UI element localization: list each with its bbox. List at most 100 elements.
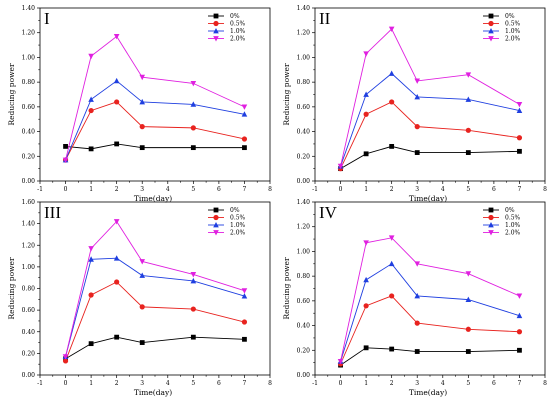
- data-point: [388, 26, 395, 33]
- data-point: [88, 292, 94, 298]
- data-point: [139, 74, 146, 81]
- data-point: [465, 326, 471, 332]
- data-point: [139, 304, 145, 310]
- data-point: [363, 111, 369, 117]
- data-point: [190, 145, 196, 151]
- x-tick-label: 7: [243, 380, 247, 387]
- data-point: [241, 288, 248, 294]
- data-point: [388, 260, 395, 267]
- data-point: [62, 354, 69, 360]
- y-tick-label: 0.40: [22, 129, 36, 136]
- data-point: [88, 53, 94, 60]
- data-point: [389, 293, 395, 299]
- data-point: [389, 346, 395, 352]
- legend-entry: 0.5%: [505, 215, 521, 222]
- x-tick-label: 6: [217, 186, 221, 193]
- data-point: [88, 246, 94, 252]
- chart-panel-3: -1 0 1 2 3 4 5 6 7 8 0.00 0.20 0.40 0.60 0.80 1.00 1.20 1…: [7, 199, 272, 397]
- data-point: [88, 146, 94, 152]
- data-point: [465, 96, 472, 102]
- data-point: [337, 359, 344, 365]
- legend-marker: [213, 13, 219, 19]
- data-point: [242, 145, 247, 151]
- y-tick-label: 0.20: [22, 350, 36, 357]
- legend: 0%0.5%1.0%2.0%: [483, 13, 521, 43]
- y-tick-label: 0.20: [297, 153, 311, 160]
- y-tick-label: 1.00: [22, 264, 36, 271]
- y-tick-label: 0.40: [22, 329, 36, 336]
- legend-marker: [488, 28, 494, 34]
- series-line: [65, 220, 245, 357]
- y-tick-label: 1.20: [22, 30, 36, 37]
- data-point: [363, 240, 369, 246]
- x-tick-label: 2: [115, 186, 119, 193]
- y-tick-label: 1.40: [22, 221, 36, 228]
- series-1: [337, 293, 523, 367]
- legend-entry: 0.5%: [505, 21, 521, 28]
- legend-entry: 2.0%: [505, 36, 521, 43]
- legend-entry: 2.0%: [230, 230, 246, 237]
- legend-marker: [213, 207, 219, 213]
- data-point: [88, 96, 94, 102]
- legend: 0%0.5%1.0%2.0%: [208, 207, 246, 237]
- data-point: [190, 277, 197, 284]
- data-point: [241, 293, 248, 299]
- y-tick-label: 1.40: [22, 5, 36, 12]
- y-tick-label: 0.60: [22, 307, 36, 314]
- legend-entry: 1.0%: [505, 28, 521, 35]
- y-tick-label: 1.00: [297, 54, 311, 61]
- x-tick-label: 0: [64, 186, 68, 193]
- data-point: [190, 306, 196, 312]
- panel-label: IV: [319, 203, 338, 222]
- data-point: [516, 101, 523, 108]
- data-point: [516, 329, 523, 335]
- series-3: [62, 34, 248, 163]
- x-tick-label: 5: [466, 186, 470, 193]
- data-point: [465, 349, 471, 354]
- x-tick-label: -1: [312, 380, 318, 387]
- y-tick-label: 1.60: [22, 199, 36, 206]
- series-3: [62, 219, 248, 360]
- data-point: [337, 163, 344, 170]
- legend-marker: [488, 36, 494, 42]
- legend-marker: [488, 230, 494, 236]
- data-point: [88, 107, 94, 114]
- legend: 0%0.5%1.0%2.0%: [483, 207, 521, 237]
- data-point: [62, 157, 69, 163]
- legend-marker: [488, 207, 494, 213]
- legend-entry: 1.0%: [230, 222, 246, 229]
- x-tick-label: 4: [441, 380, 445, 387]
- x-tick-label: 6: [492, 186, 496, 193]
- data-point: [241, 111, 248, 117]
- data-point: [241, 136, 248, 142]
- series-line: [340, 263, 520, 362]
- y-tick-label: 0.00: [297, 372, 311, 379]
- data-point: [113, 34, 120, 40]
- x-tick-label: 4: [166, 380, 170, 387]
- panel-label: I: [44, 9, 50, 28]
- x-tick-label: 3: [140, 186, 144, 193]
- series-line: [65, 143, 245, 150]
- x-axis-label: Time(day): [134, 194, 172, 203]
- y-tick-label: 0.60: [22, 104, 36, 111]
- panel-label: III: [44, 203, 61, 222]
- chart-panel-1: -1 0 1 2 3 4 5 6 7 8 0.00 0.20 0.40 0.60 0.80 1.00 1.20 1…: [7, 5, 272, 203]
- data-point: [516, 135, 523, 141]
- series-line: [340, 72, 520, 167]
- series-line: [65, 257, 245, 357]
- y-tick-label: 1.00: [297, 248, 311, 255]
- series-line: [340, 295, 520, 365]
- series-line: [340, 145, 520, 170]
- legend: 0%0.5%1.0%2.0%: [208, 13, 246, 43]
- series-line: [340, 347, 520, 366]
- data-point: [363, 303, 369, 309]
- y-tick-label: 0.40: [297, 129, 311, 136]
- x-tick-label: -1: [37, 186, 43, 193]
- legend-marker: [488, 20, 494, 27]
- x-tick-label: 0: [64, 380, 68, 387]
- data-point: [241, 104, 248, 110]
- y-tick-label: 0.20: [22, 153, 36, 160]
- data-point: [363, 345, 369, 351]
- y-tick-label: 0.80: [297, 273, 311, 280]
